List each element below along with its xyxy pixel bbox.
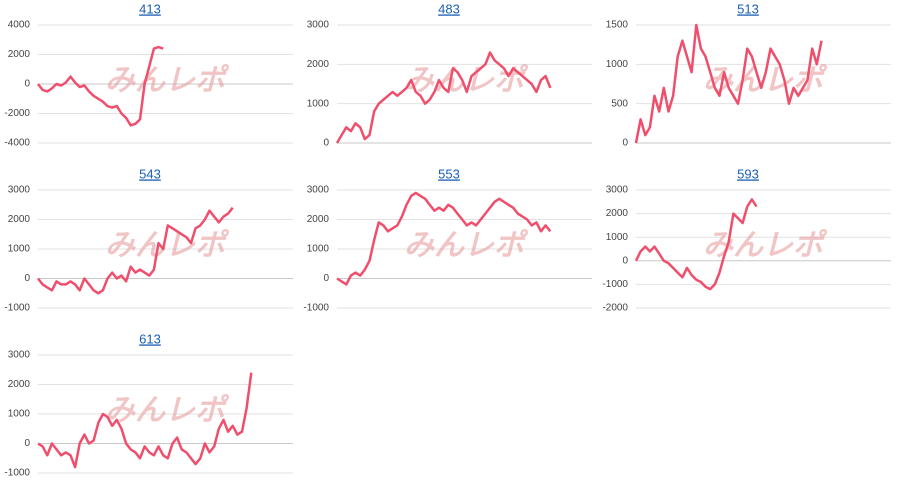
data-line bbox=[634, 23, 823, 144]
y-tick-label: -1000 bbox=[4, 303, 30, 314]
y-tick-label: 1000 bbox=[606, 232, 629, 243]
y-tick-label: 2000 bbox=[307, 214, 330, 225]
y-tick-label: -4000 bbox=[4, 138, 30, 149]
y-tick-label: 2000 bbox=[8, 49, 31, 60]
y-tick-label: 1000 bbox=[307, 98, 330, 109]
data-line bbox=[336, 191, 552, 286]
y-tick-label: 3000 bbox=[606, 185, 629, 196]
chart-title[interactable]: 513 bbox=[737, 1, 759, 16]
y-tick-label: 0 bbox=[323, 273, 329, 284]
chart-title[interactable]: 543 bbox=[139, 166, 161, 181]
y-tick-label: 3000 bbox=[307, 20, 330, 31]
y-tick-label: 1500 bbox=[606, 20, 629, 31]
data-line bbox=[37, 45, 164, 127]
watermark: みんレポ bbox=[105, 64, 230, 97]
chart-title[interactable]: 613 bbox=[139, 331, 161, 346]
y-tick-label: 2000 bbox=[307, 59, 330, 70]
watermark: みんレポ bbox=[404, 229, 529, 262]
y-tick-label: -2000 bbox=[602, 303, 628, 314]
y-tick-label: -1000 bbox=[4, 468, 30, 479]
chart-title[interactable]: 553 bbox=[438, 166, 460, 181]
y-tick-label: 1000 bbox=[606, 59, 629, 70]
y-tick-label: 2000 bbox=[8, 379, 31, 390]
y-tick-label: 4000 bbox=[8, 20, 31, 31]
chart-title[interactable]: 593 bbox=[737, 166, 759, 181]
y-tick-label: 0 bbox=[24, 438, 30, 449]
data-line bbox=[335, 51, 552, 144]
y-tick-label: 1000 bbox=[8, 409, 31, 420]
y-tick-label: 1000 bbox=[8, 244, 31, 255]
data-line bbox=[37, 372, 253, 469]
y-tick-label: 0 bbox=[622, 255, 628, 266]
y-tick-label: 0 bbox=[323, 138, 329, 149]
y-tick-label: 0 bbox=[24, 79, 30, 90]
y-tick-label: 3000 bbox=[8, 185, 31, 196]
y-tick-label: 1000 bbox=[307, 244, 330, 255]
y-tick-label: 3000 bbox=[307, 185, 330, 196]
y-tick-label: 3000 bbox=[8, 350, 31, 361]
watermark: みんレポ bbox=[105, 394, 230, 427]
y-tick-label: -1000 bbox=[303, 303, 329, 314]
data-line bbox=[634, 198, 758, 291]
chart-title[interactable]: 413 bbox=[139, 1, 161, 16]
y-tick-label: 500 bbox=[611, 98, 628, 109]
y-tick-label: 0 bbox=[24, 273, 30, 284]
chart-title[interactable]: 483 bbox=[438, 1, 460, 16]
y-tick-label: -1000 bbox=[602, 279, 628, 290]
data-line bbox=[37, 206, 234, 295]
y-tick-label: 0 bbox=[622, 138, 628, 149]
y-tick-label: 2000 bbox=[8, 214, 31, 225]
y-tick-label: -2000 bbox=[4, 108, 30, 119]
y-tick-label: 2000 bbox=[606, 208, 629, 219]
watermark: みんレポ bbox=[703, 229, 828, 262]
watermark: みんレポ bbox=[105, 229, 230, 262]
